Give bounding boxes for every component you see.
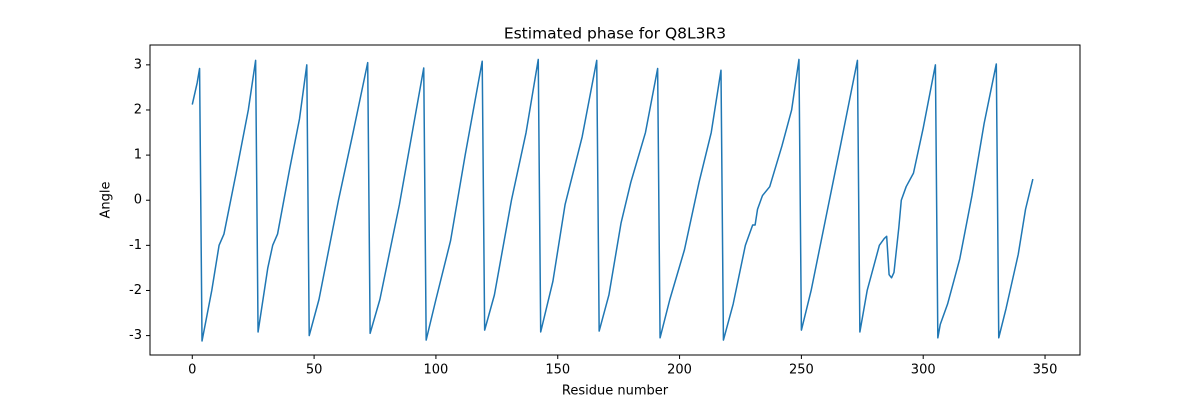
x-axis-label: Residue number [562,384,669,399]
x-tick-label: 200 [667,363,692,378]
plot-frame [149,44,1081,356]
y-tick-label: 2 [134,102,142,117]
y-tick-label: -2 [129,283,142,298]
x-tick-label: 0 [188,363,196,378]
x-tick-label: 350 [1033,363,1058,378]
x-tick-label: 50 [306,363,323,378]
x-tick-label: 300 [911,363,936,378]
x-tick-label: 100 [424,363,449,378]
y-tick-label: 3 [134,57,142,72]
y-tick-label: 1 [134,148,142,163]
y-axis-label: Angle [99,182,114,219]
line-series [191,58,1034,342]
x-tick-label: 150 [545,363,570,378]
chart-title: Estimated phase for Q8L3R3 [504,25,726,43]
y-tick-label: -3 [129,328,142,343]
y-tick-label: 0 [134,193,142,208]
x-tick-label: 250 [789,363,814,378]
y-tick-label: -1 [129,238,142,253]
